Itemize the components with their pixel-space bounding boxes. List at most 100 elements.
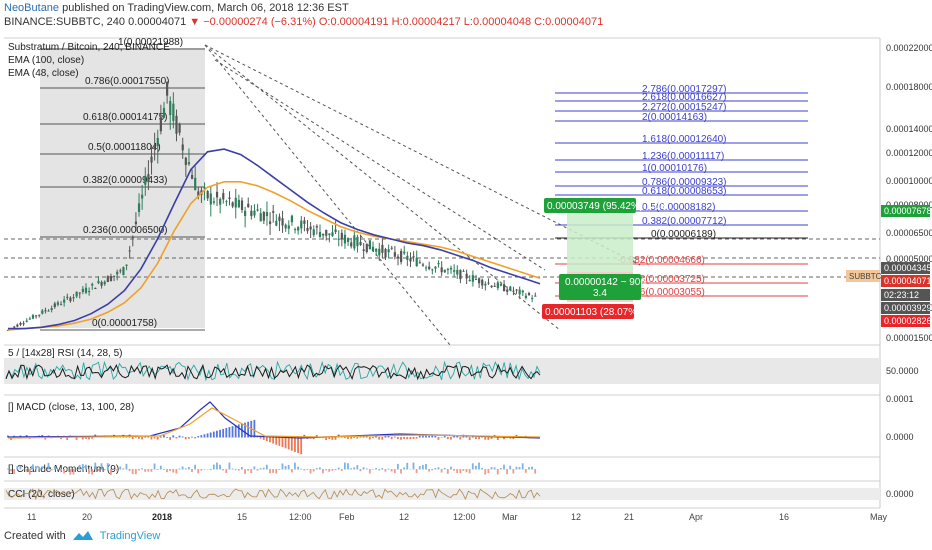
candle-body <box>187 162 191 165</box>
cmo-bar <box>156 469 159 470</box>
cmo-bar <box>496 469 499 475</box>
candle-body <box>346 238 350 242</box>
cmo-bar <box>337 467 340 470</box>
author-link[interactable]: NeoButane <box>4 2 60 14</box>
cmo-bar <box>56 469 59 470</box>
cmo-bar <box>303 469 306 471</box>
cmo-bar <box>465 469 468 473</box>
cmo-bar <box>446 469 449 474</box>
macd-histogram-bar <box>378 437 381 440</box>
candle-body <box>315 226 318 228</box>
candle-body <box>162 108 166 118</box>
candle-body <box>156 137 159 147</box>
cmo-bar <box>153 463 156 470</box>
cmo-bar <box>515 466 518 470</box>
cmo-bar <box>212 464 215 470</box>
candle-body <box>353 235 356 249</box>
fib-extension-label: 2(0.00014163) <box>642 112 707 123</box>
trend-line <box>204 44 561 331</box>
macd-histogram-bar <box>275 437 278 445</box>
macd-histogram-bar <box>415 437 418 439</box>
candle-body <box>38 314 41 316</box>
cmo-bar <box>50 469 53 471</box>
candle-body <box>190 174 194 179</box>
cmo-bar <box>415 469 418 474</box>
fib-level-label: 0.786(0.00017550) <box>85 76 170 87</box>
cmo-bar <box>7 468 9 470</box>
macd-histogram-bar <box>400 437 402 440</box>
candle-body <box>502 284 506 292</box>
macd-histogram-bar <box>372 437 374 439</box>
cmo-bar <box>60 469 62 471</box>
candle-body <box>22 323 25 325</box>
macd-histogram-bar <box>150 437 153 440</box>
cmo-bar <box>253 466 256 470</box>
macd-histogram-bar <box>159 436 162 438</box>
macd-histogram-bar <box>197 436 200 438</box>
cmo-bar <box>122 468 125 470</box>
macd-histogram-bar <box>428 435 430 438</box>
cmo-bar <box>353 467 356 470</box>
cmo-bar <box>372 469 374 470</box>
cmo-bar <box>13 469 16 475</box>
entry-label-2: 3.4 <box>593 288 607 299</box>
macd-histogram-bar <box>169 437 172 440</box>
candle-body <box>400 250 403 263</box>
candle-body <box>250 210 253 217</box>
macd-histogram-bar <box>496 437 499 440</box>
cmo-bar <box>531 466 533 470</box>
cmo-bar <box>356 465 359 470</box>
macd-histogram-bar <box>347 437 349 439</box>
x-axis-tick-label: 2018 <box>152 512 172 522</box>
macd-histogram-bar <box>184 437 187 440</box>
cmo-bar <box>244 469 246 474</box>
cmo-bar <box>85 464 87 470</box>
macd-histogram-bar <box>300 437 303 455</box>
macd-histogram-bar <box>393 436 396 438</box>
x-axis-tick-label: 16 <box>779 512 789 522</box>
cmo-bar <box>406 462 409 470</box>
cmo-bar <box>22 469 25 470</box>
candle-body <box>512 290 515 292</box>
candle-body <box>437 263 440 265</box>
macd-histogram-bar <box>216 430 218 438</box>
cmo-bar <box>481 467 484 470</box>
candle-body <box>384 248 387 258</box>
cmo-bar <box>91 469 94 475</box>
cmo-bar <box>381 468 384 470</box>
candle-body <box>531 297 534 299</box>
cmo-bar <box>228 462 231 470</box>
candle-body <box>453 270 456 272</box>
macd-histogram-bar <box>312 437 315 440</box>
cmo-bar <box>437 467 440 470</box>
candle-body <box>281 218 284 226</box>
candle-body <box>75 291 78 297</box>
candle-body <box>431 269 434 271</box>
candle-body <box>300 220 303 229</box>
macd-histogram-bar <box>487 437 490 440</box>
candle-body <box>53 303 56 307</box>
cci-axis-zero: 0.0000 <box>886 489 914 499</box>
chart-area[interactable]: 0.786(0.00017550) 0.618(0.00014175) 0.5(0.… <box>0 0 932 530</box>
cmo-bar <box>431 469 434 471</box>
x-axis-tick-label: 12 <box>399 512 409 522</box>
cmo-bar <box>506 469 508 475</box>
x-axis-tick-label: 11 <box>27 512 36 522</box>
macd-histogram-bar <box>443 435 446 438</box>
macd-histogram-bar <box>459 437 462 440</box>
cmo-bar <box>103 469 106 471</box>
candle-body <box>134 221 138 225</box>
price-axis-label: 0.00022000 <box>886 43 932 53</box>
candle-body <box>331 232 334 237</box>
cmo-bar <box>312 469 315 472</box>
candle-body <box>222 193 225 200</box>
macd-histogram-bar <box>153 437 156 439</box>
cmo-bar <box>209 469 212 471</box>
tradingview-logo-icon <box>72 531 93 540</box>
tradingview-brand[interactable]: TradingView <box>99 530 161 542</box>
candle-body <box>125 264 128 266</box>
cmo-bar <box>403 467 406 470</box>
price-axis-badge-label: 0.00007678 <box>884 206 932 216</box>
candle-body <box>34 315 38 317</box>
cci-title: CCI (20, close) <box>8 489 75 500</box>
